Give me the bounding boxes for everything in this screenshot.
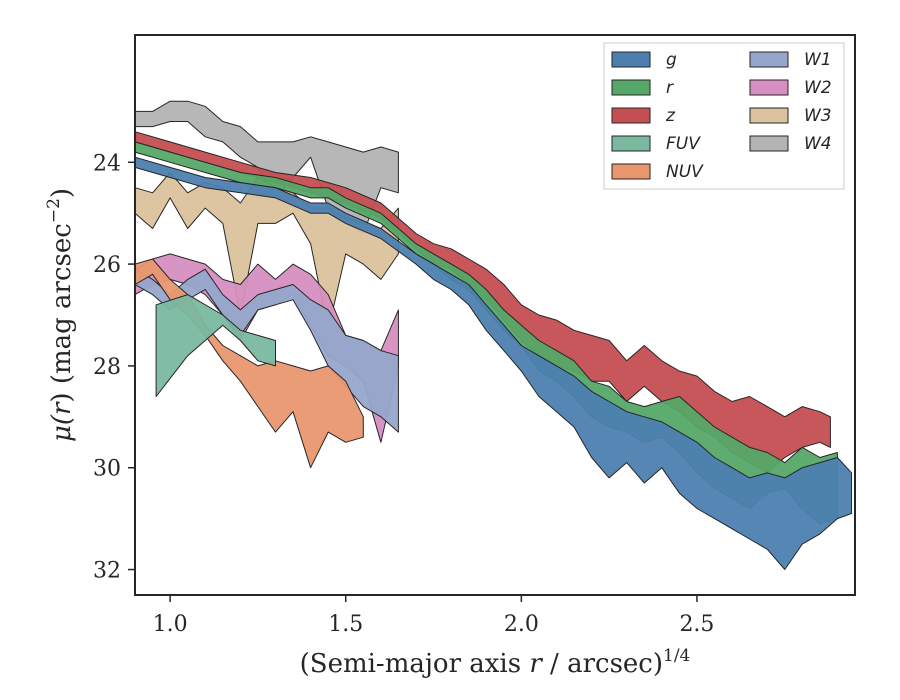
- legend: grz FUV NUV W1 W2 W3 W4: [603, 42, 845, 190]
- y-axis-label: μ(r) (mag arcsec−2): [44, 188, 77, 442]
- legend-swatch-w4: [749, 135, 789, 152]
- legend-label-r: r: [666, 78, 674, 98]
- x-axis-ticks: 1.0 1.5 2.0 2.5: [153, 595, 714, 637]
- legend-label-g: g: [666, 50, 677, 70]
- band-w1: [134, 268, 399, 433]
- y-tick-label: 24: [93, 151, 121, 176]
- data-bands: [134, 100, 852, 570]
- legend-swatch-z: [611, 107, 651, 124]
- legend-swatch-nuv: [611, 163, 651, 180]
- legend-label-fuv: FUV: [666, 134, 701, 154]
- legend-label-w1: W1: [804, 50, 832, 70]
- legend-label-w3: W3: [804, 106, 832, 126]
- legend-swatch-fuv: [611, 135, 651, 152]
- x-tick-label: 1.0: [153, 612, 188, 637]
- band-g: [134, 156, 852, 570]
- x-tick-label: 1.5: [328, 612, 363, 637]
- legend-swatch-g: [611, 51, 651, 68]
- x-tick-label: 2.0: [504, 612, 539, 637]
- y-tick-label: 30: [93, 457, 121, 482]
- y-tick-label: 32: [93, 559, 121, 584]
- legend-label-nuv: NUV: [666, 162, 704, 182]
- legend-label-w4: W4: [804, 134, 832, 154]
- y-tick-label: 28: [93, 355, 121, 380]
- y-axis-ticks: 24 26 28 30 32: [93, 151, 135, 584]
- x-axis-label: (Semi-major axis r / arcsec)1/4: [300, 646, 691, 679]
- legend-swatch-w1: [749, 51, 789, 68]
- plot-frame: [134, 34, 856, 596]
- legend-label-z: z: [665, 106, 676, 126]
- x-tick-label: 2.5: [679, 612, 714, 637]
- legend-label-w2: W2: [804, 78, 832, 98]
- legend-swatch-w2: [749, 79, 789, 96]
- legend-swatch-r: [611, 79, 651, 96]
- legend-swatch-w3: [749, 107, 789, 124]
- y-tick-label: 26: [93, 253, 121, 278]
- band-fuv: [155, 294, 276, 397]
